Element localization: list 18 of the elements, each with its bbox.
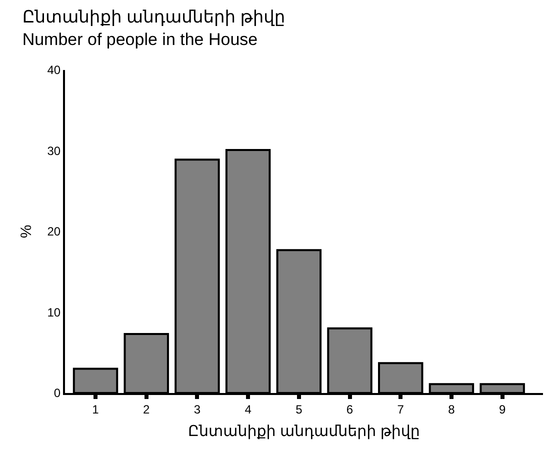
x-tick-label: 4 <box>244 402 252 416</box>
x-tick-label: 8 <box>448 402 456 416</box>
x-tick-label: 7 <box>397 402 404 416</box>
x-tick-label: 6 <box>346 402 354 416</box>
y-tick-label: 40 <box>47 63 61 78</box>
y-tick-label: 30 <box>47 144 61 158</box>
y-tick-label: 20 <box>47 224 61 239</box>
y-tick-label: 0 <box>54 386 61 400</box>
x-axis-title: Ընտանիքի անդամների թիվը <box>188 422 420 440</box>
x-tick-label: 3 <box>194 402 201 416</box>
x-tick-label: 9 <box>498 402 506 416</box>
x-tick-label: 5 <box>296 402 303 416</box>
y-axis-title: % <box>18 224 35 238</box>
x-tick-label: 1 <box>92 402 100 416</box>
y-tick-label: 10 <box>47 305 61 320</box>
chart-subtitle: Number of people in the House <box>22 30 258 49</box>
chart-title: Ընտանիքի անդամների թիվը <box>22 8 286 27</box>
x-tick-label: 2 <box>143 402 150 416</box>
